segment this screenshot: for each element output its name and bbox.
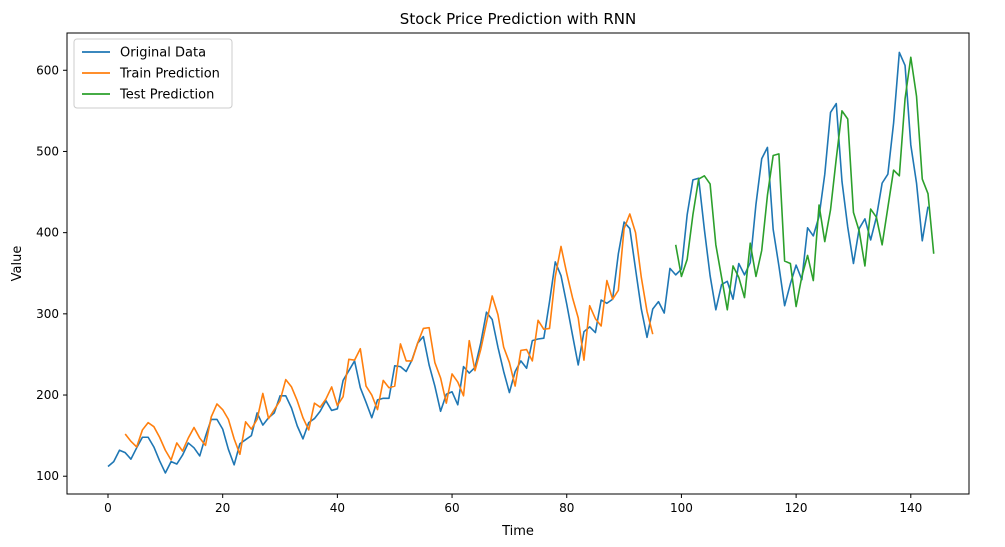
legend: Original Data Train Prediction Test Predic…	[73, 38, 233, 109]
x-axis-title: Time	[501, 524, 534, 539]
x-tick-label: 120	[785, 501, 808, 515]
series-line-2	[124, 213, 654, 461]
x-tick-label: 100	[670, 501, 693, 515]
y-tick-label: 300	[36, 307, 59, 321]
y-tick-label: 500	[36, 144, 59, 158]
y-axis-title: Value	[10, 246, 25, 282]
legend-box	[73, 38, 233, 109]
x-tick-label: 20	[215, 501, 230, 515]
y-tick-label: 200	[36, 388, 59, 402]
series-line-3	[674, 56, 935, 311]
x-tick-label: 60	[444, 501, 459, 515]
y-axis: 100 200 300 400 500 600	[36, 63, 67, 483]
x-axis: 0 20 40 60 80 100 120 140	[104, 494, 922, 515]
chart-title: Stock Price Prediction with RNN	[400, 10, 636, 28]
x-tick-label: 40	[330, 501, 345, 515]
plot-frame	[66, 32, 970, 495]
x-tick-label: 80	[559, 501, 574, 515]
legend-label: Original Data	[120, 46, 206, 61]
y-tick-label: 400	[36, 226, 59, 240]
x-tick-label: 140	[899, 501, 922, 515]
x-tick-label: 0	[104, 501, 112, 515]
legend-label: Test Prediction	[119, 88, 214, 103]
plot-area	[107, 51, 935, 474]
legend-label: Train Prediction	[119, 67, 220, 82]
y-tick-label: 100	[36, 469, 59, 483]
y-tick-label: 600	[36, 63, 59, 77]
